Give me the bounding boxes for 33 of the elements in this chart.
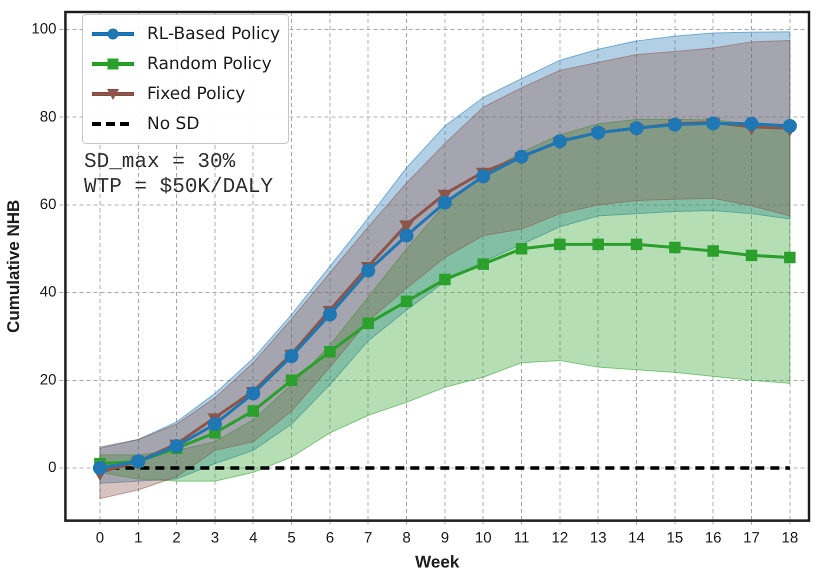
y-axis-title: Cumulative NHB <box>4 200 23 333</box>
legend-label: Fixed Policy <box>147 84 246 104</box>
x-tick-label: 12 <box>552 530 568 547</box>
annotation: WTP = $50K/DALY <box>84 175 274 200</box>
legend-label: Random Policy <box>147 54 272 74</box>
x-tick-label: 0 <box>96 530 104 547</box>
annotation: SD_max = 30% <box>84 150 236 175</box>
x-tick-label: 13 <box>590 530 607 547</box>
x-tick-label: 11 <box>514 530 530 547</box>
x-axis-title: Week <box>415 552 460 572</box>
y-tick-label: 40 <box>40 284 56 301</box>
x-tick-label: 8 <box>402 530 411 547</box>
x-tick-label: 15 <box>666 530 684 547</box>
y-tick-label: 0 <box>48 459 56 476</box>
legend-label: No SD <box>147 114 200 134</box>
x-tick-label: 16 <box>704 530 722 547</box>
x-tick-label: 10 <box>474 530 492 547</box>
y-tick-label: 60 <box>40 196 56 214</box>
y-tick-label: 100 <box>31 20 56 38</box>
x-tick-label: 7 <box>364 530 372 547</box>
y-tick-label: 20 <box>40 371 56 388</box>
x-tick-label: 5 <box>287 530 296 547</box>
x-tick-label: 3 <box>210 530 220 547</box>
x-tick-label: 1 <box>134 530 142 547</box>
x-tick-label: 2 <box>172 530 181 547</box>
x-tick-label: 9 <box>440 530 450 547</box>
legend-label: RL-Based Policy <box>147 24 280 44</box>
x-tick-label: 17 <box>743 530 760 547</box>
x-tick-label: 4 <box>249 530 258 547</box>
y-tick-label: 80 <box>40 108 56 126</box>
x-tick-label: 6 <box>326 530 334 547</box>
x-tick-label: 14 <box>628 530 645 547</box>
x-tick-label: 18 <box>781 530 798 547</box>
